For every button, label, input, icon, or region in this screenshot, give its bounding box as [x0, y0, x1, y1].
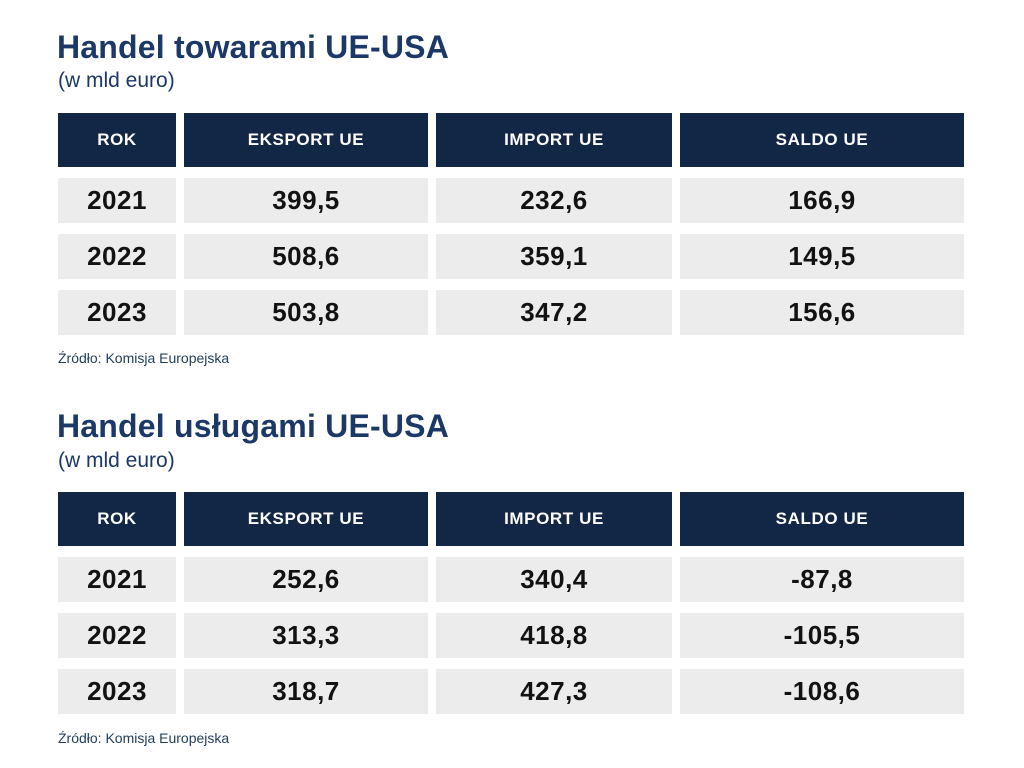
units-subtitle: (w mld euro): [58, 69, 175, 92]
value-cell: 503,8: [184, 290, 428, 335]
value-cell: 156,6: [680, 290, 964, 335]
column-header-import: IMPORT UE: [436, 113, 672, 167]
column-header-saldo: SALDO UE: [680, 492, 964, 546]
column-header-eksport: EKSPORT UE: [184, 113, 428, 167]
year-cell: 2023: [58, 290, 176, 335]
column-header-rok: ROK: [58, 113, 176, 167]
value-cell: 508,6: [184, 234, 428, 279]
source-note: Źródło: Komisja Europejska: [58, 730, 230, 746]
value-cell: 359,1: [436, 234, 672, 279]
column-header-saldo: SALDO UE: [680, 113, 964, 167]
value-cell: 399,5: [184, 178, 428, 223]
value-cell: 149,5: [680, 234, 964, 279]
value-cell: -105,5: [680, 613, 964, 658]
value-cell: 166,9: [680, 178, 964, 223]
source-note: Źródło: Komisja Europejska: [58, 350, 230, 366]
column-header-eksport: EKSPORT UE: [184, 492, 428, 546]
services-trade-table: ROK EKSPORT UE IMPORT UE SALDO UE 2021 2…: [58, 492, 964, 714]
year-cell: 2022: [58, 613, 176, 658]
year-cell: 2023: [58, 669, 176, 714]
page-title: Handel towarami UE-USA: [57, 29, 450, 65]
year-cell: 2021: [58, 178, 176, 223]
value-cell: 313,3: [184, 613, 428, 658]
value-cell: 340,4: [436, 557, 672, 602]
column-header-import: IMPORT UE: [436, 492, 672, 546]
value-cell: 318,7: [184, 669, 428, 714]
value-cell: -108,6: [680, 669, 964, 714]
value-cell: 427,3: [436, 669, 672, 714]
value-cell: 347,2: [436, 290, 672, 335]
value-cell: 252,6: [184, 557, 428, 602]
units-subtitle: (w mld euro): [58, 449, 175, 472]
value-cell: 418,8: [436, 613, 672, 658]
page-title: Handel usługami UE-USA: [57, 408, 450, 444]
year-cell: 2021: [58, 557, 176, 602]
column-header-rok: ROK: [58, 492, 176, 546]
value-cell: 232,6: [436, 178, 672, 223]
year-cell: 2022: [58, 234, 176, 279]
goods-trade-table: ROK EKSPORT UE IMPORT UE SALDO UE 2021 3…: [58, 113, 964, 335]
value-cell: -87,8: [680, 557, 964, 602]
